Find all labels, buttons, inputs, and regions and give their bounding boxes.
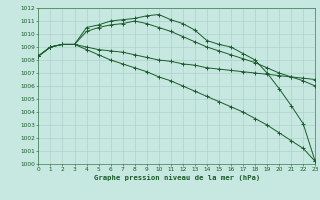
X-axis label: Graphe pression niveau de la mer (hPa): Graphe pression niveau de la mer (hPa)	[94, 174, 260, 181]
